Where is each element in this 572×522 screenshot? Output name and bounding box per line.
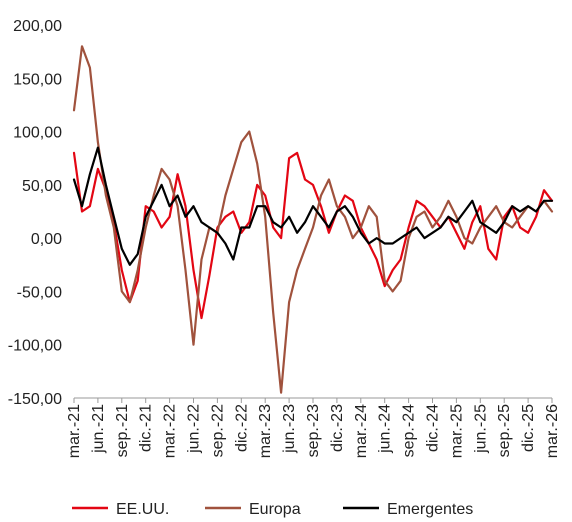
legend-label: EE.UU. [116, 501, 169, 518]
y-tick-label: 100,00 [13, 125, 62, 142]
y-tick-label: 50,00 [22, 178, 62, 195]
x-tick-label: mar.-22 [162, 404, 179, 458]
x-tick-label: mar.-23 [257, 404, 274, 458]
x-tick-label: dic.-25 [520, 404, 537, 452]
x-tick-label: mar.-26 [544, 404, 561, 458]
x-tick-label: dic.-22 [233, 404, 250, 452]
x-tick-label: mar.-25 [448, 404, 465, 458]
y-tick-label: 200,00 [13, 18, 62, 35]
x-tick-label: sep.-24 [401, 404, 418, 457]
x-tick-label: dic.-23 [329, 404, 346, 452]
y-tick-label: 0,00 [31, 231, 62, 248]
y-tick-label: 150,00 [13, 71, 62, 88]
y-tick-label: -100,00 [8, 338, 62, 355]
legend-label: Europa [249, 501, 301, 518]
x-tick-label: sep.-23 [305, 404, 322, 457]
x-tick-label: sep.-21 [114, 404, 131, 457]
x-tick-label: jun.-25 [472, 404, 489, 454]
series-line-europa [72, 45, 554, 394]
legend-label: Emergentes [387, 501, 473, 518]
x-tick-label: jun.-21 [90, 404, 107, 454]
x-tick-label: sep.-25 [496, 404, 513, 457]
series-line-emergentes [72, 146, 554, 266]
y-tick-label: -50,00 [17, 284, 62, 301]
x-tick-label: sep.-22 [209, 404, 226, 457]
axes: -150,00 -100,00 -50,00 0,00 50,00 100,00 150,0… [8, 18, 561, 458]
legend: EE.UU. Europa Emergentes [72, 501, 473, 518]
x-tick-label: dic.-24 [425, 404, 442, 452]
x-tick-label: dic.-21 [138, 404, 155, 452]
x-tick-label: mar.-24 [353, 404, 370, 458]
x-tick-label: jun.-24 [377, 404, 394, 454]
series-line-ee-uu [72, 151, 554, 320]
x-tick-label: mar.-21 [66, 404, 83, 458]
x-tick-label: jun.-23 [281, 404, 298, 454]
series-lines [72, 45, 554, 394]
y-tick-label: -150,00 [8, 391, 62, 408]
x-tick-label: jun.-22 [186, 404, 203, 454]
